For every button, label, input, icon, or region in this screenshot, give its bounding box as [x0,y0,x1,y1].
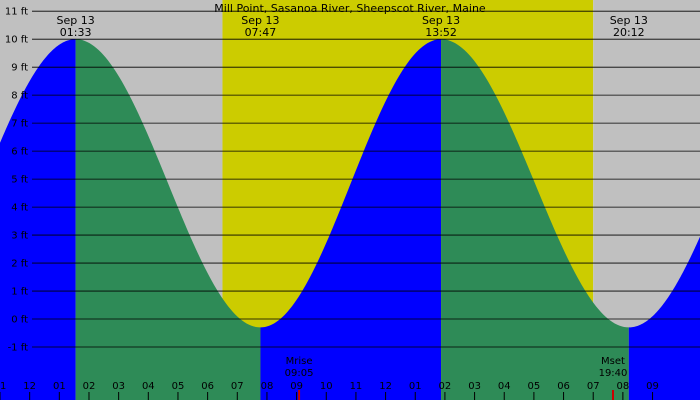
hour-tick-label: 12 [379,381,392,392]
hour-tick-label: 07 [587,381,600,392]
hour-tick-label: 07 [231,381,244,392]
hour-tick-label: 02 [439,381,452,392]
extreme-time-label: 07:47 [245,26,277,39]
falling-tide-area [441,39,629,400]
y-tick-label: 0 ft [11,315,28,326]
gridlines [32,10,700,348]
hour-tick-label: 10 [320,381,333,392]
hour-tick-label: 03 [468,381,481,392]
extreme-date-label: Sep 13 [422,14,460,27]
rising-tide-area [628,236,700,400]
y-tick-label: -1 ft [8,343,28,354]
hour-tick-label: 12 [23,381,36,392]
y-tick-label: 6 ft [11,147,28,158]
extreme-time-label: 13:52 [425,26,457,39]
hour-tick-label: 05 [172,381,185,392]
y-axis-labels: 11 ft 10 ft 9 ft 8 ft 7 ft 6 ft 5 ft 4 ft 3 ft 2 … [5,7,28,354]
moon-event-time: 19:40 [599,368,628,379]
rising-tide-area [0,39,76,400]
hour-tick-label: 04 [498,381,511,392]
extreme-date-label: Sep 13 [241,14,279,27]
tide-areas [0,39,700,400]
extreme-date-label: Sep 13 [610,14,648,27]
y-tick-label: 9 ft [11,63,28,74]
hour-tick-label: 08 [261,381,274,392]
y-tick-label: 1 ft [11,287,28,298]
hour-tick-label: 09 [290,381,303,392]
y-tick-label: 4 ft [11,203,28,214]
y-tick-label: 7 ft [11,119,28,130]
moon-event-time: 09:05 [285,368,314,379]
hour-tick-label: 01 [409,381,422,392]
hour-tick-label: 09 [646,381,659,392]
hour-tick-label: 11 [350,381,363,392]
hour-tick-label: 08 [617,381,630,392]
y-tick-label: 11 ft [5,7,28,18]
x-axis-hour-labels: 11 12 01 02 03 04 05 06 07 08 09 10 11 12 01 02 03 04 05 06… [0,381,659,400]
y-tick-label: 8 ft [11,91,28,102]
hour-tick-label: 04 [142,381,155,392]
chart-title: Mill Point, Sasanoa River, Sheepscot Riv… [214,2,486,15]
y-tick-label: 2 ft [11,259,28,270]
extreme-time-label: 20:12 [613,26,645,39]
hour-tick-label: 05 [528,381,541,392]
hour-tick-label: 06 [201,381,214,392]
hour-tick-label: 03 [112,381,125,392]
hour-tick-label: 06 [557,381,570,392]
falling-tide-area [75,39,261,400]
y-tick-label: 3 ft [11,231,28,242]
hour-tick-label: 02 [83,381,96,392]
hour-tick-label: 01 [53,381,66,392]
moon-event-label: Mset [601,356,625,367]
rising-tide-area [260,39,442,400]
y-tick-label: 10 ft [5,35,28,46]
extreme-time-label: 01:33 [60,26,92,39]
y-tick-label: 5 ft [11,175,28,186]
extreme-date-label: Sep 13 [57,14,95,27]
moon-event-label: Mrise [286,356,313,367]
hour-tick-label: 11 [0,381,6,392]
